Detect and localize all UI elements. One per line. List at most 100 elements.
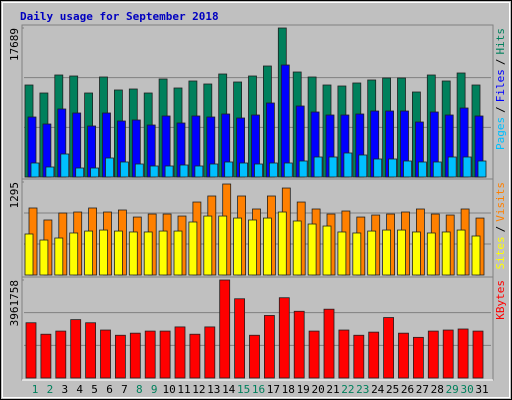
bar	[134, 163, 144, 178]
bar	[280, 64, 290, 178]
bar	[159, 330, 171, 379]
legend: Sites / Visits	[494, 182, 507, 270]
bar	[99, 229, 108, 276]
bar	[313, 156, 323, 178]
bar	[368, 331, 380, 379]
bar	[367, 230, 377, 276]
bar	[188, 221, 198, 276]
bar	[427, 330, 439, 379]
bar	[343, 152, 353, 178]
bar	[194, 165, 204, 178]
bar	[203, 215, 213, 276]
bar	[60, 153, 70, 178]
bar	[115, 334, 126, 379]
bar	[442, 329, 454, 379]
x-tick-label: 11	[177, 383, 190, 396]
x-tick-label: 20	[311, 383, 324, 396]
x-tick-label: 24	[371, 383, 385, 396]
bar	[338, 329, 350, 379]
bar	[158, 230, 168, 276]
x-tick-label: 28	[431, 383, 444, 396]
bar	[114, 230, 123, 276]
x-tick-label: 22	[341, 383, 354, 396]
bar	[298, 160, 308, 178]
bar	[45, 166, 55, 178]
bar	[144, 330, 156, 379]
legend-entry: Visits	[494, 182, 507, 222]
bar	[277, 211, 287, 276]
legend-separator: /	[494, 226, 507, 233]
bar	[328, 156, 338, 178]
bar	[90, 167, 99, 178]
bar	[24, 233, 34, 276]
bar	[456, 229, 466, 276]
bar	[283, 162, 293, 178]
x-tick-label: 19	[297, 383, 310, 396]
bar	[84, 230, 93, 276]
bar	[307, 223, 317, 276]
x-tick-label: 12	[192, 383, 205, 396]
legend: KBytes	[494, 280, 507, 320]
x-tick-label: 23	[356, 383, 369, 396]
bar	[403, 160, 412, 178]
bar	[219, 279, 231, 379]
legend-entry: Hits	[494, 28, 507, 55]
x-tick-label: 31	[475, 383, 488, 396]
bar	[398, 332, 409, 379]
bar	[432, 161, 442, 178]
x-tick-label: 13	[207, 383, 220, 396]
legend: Pages / Files / Hits	[494, 28, 507, 150]
x-tick-label: 10	[162, 383, 175, 396]
bar	[30, 162, 40, 178]
bar	[411, 231, 421, 276]
bar	[472, 330, 484, 379]
x-tick-label: 6	[106, 383, 113, 396]
bar	[358, 154, 368, 178]
x-tick-label: 8	[136, 383, 143, 396]
x-tick-label: 7	[121, 383, 128, 396]
bar	[337, 231, 347, 276]
bar	[308, 330, 320, 379]
legend-separator: /	[494, 59, 507, 66]
bar	[55, 330, 67, 379]
bar	[209, 163, 219, 178]
bar	[40, 333, 52, 379]
bar	[352, 232, 362, 276]
bar	[262, 217, 272, 276]
bar	[441, 231, 451, 276]
y-tick-label: 17689	[8, 28, 21, 61]
bar	[397, 229, 406, 276]
bar	[462, 156, 472, 178]
bar	[412, 336, 424, 379]
bar	[75, 167, 85, 178]
bar	[249, 334, 260, 379]
bar	[128, 231, 138, 276]
bar	[105, 157, 114, 178]
bar	[100, 329, 111, 379]
bar	[293, 310, 305, 379]
bar	[70, 319, 82, 379]
bar	[417, 161, 427, 178]
x-tick-label: 14	[222, 383, 236, 396]
bar	[25, 322, 37, 379]
bar	[149, 165, 159, 178]
x-tick-label: 29	[446, 383, 459, 396]
bar	[263, 315, 275, 379]
bar	[477, 160, 487, 178]
legend-entry: Files	[494, 69, 507, 102]
bar	[39, 239, 49, 276]
chart-title: Daily usage for September 2018	[20, 10, 219, 23]
x-tick-label: 21	[326, 383, 339, 396]
bar	[218, 215, 228, 276]
bar	[373, 158, 383, 178]
y-tick-label: 3961758	[8, 280, 21, 326]
bar	[353, 334, 365, 379]
bar	[179, 164, 189, 178]
x-tick-label: 30	[460, 383, 473, 396]
y-tick-label: 1295	[8, 182, 21, 209]
bar	[224, 161, 234, 178]
bar	[457, 328, 469, 379]
bar	[278, 297, 290, 379]
bar	[143, 231, 153, 276]
